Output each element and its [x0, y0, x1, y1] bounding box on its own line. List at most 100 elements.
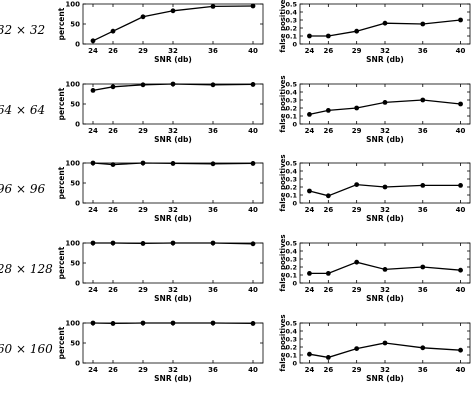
y-tick-label: 0.3 — [285, 256, 297, 264]
x-axis-label: SNR (db) — [154, 294, 192, 303]
data-point — [140, 241, 146, 246]
y-tick-label: 100 — [65, 81, 80, 89]
x-tick-label: 29 — [138, 366, 148, 374]
series-line — [309, 342, 461, 359]
x-tick-label: 26 — [108, 206, 118, 214]
x-tick-label: 40 — [248, 366, 258, 374]
plot-frame — [82, 242, 264, 284]
y-axis-label: percent — [57, 166, 66, 199]
y-tick-label: 100 — [65, 160, 80, 168]
data-point — [210, 82, 216, 88]
data-point — [420, 345, 426, 351]
y-tick-label: 100 — [65, 320, 80, 328]
data-point — [250, 321, 256, 326]
y-tick-label: 0.5 — [285, 1, 297, 9]
x-axis-label: SNR (db) — [366, 374, 404, 383]
x-tick-label: 32 — [380, 47, 390, 55]
x-tick-label: 32 — [380, 206, 390, 214]
y-tick-label: 0.3 — [285, 97, 297, 105]
data-point — [110, 162, 116, 168]
data-point — [110, 84, 116, 90]
series-line — [309, 19, 461, 37]
plot-frame — [299, 242, 471, 284]
y-axis-label: false positives — [279, 314, 287, 371]
data-point — [458, 267, 463, 273]
data-point — [458, 183, 463, 188]
x-axis-label: SNR (db) — [366, 135, 404, 144]
data-point — [140, 82, 146, 88]
y-tick-label: 0.4 — [285, 89, 297, 97]
x-tick-label: 36 — [418, 127, 428, 135]
data-point — [170, 240, 176, 246]
y-tick-label: 0 — [292, 121, 297, 129]
y-tick-label: 0.5 — [285, 240, 297, 248]
data-point — [354, 28, 360, 34]
x-tick-label: 40 — [456, 206, 466, 214]
x-tick-label: 26 — [108, 47, 118, 55]
y-tick-label: 0.2 — [285, 344, 297, 352]
data-point — [458, 347, 463, 353]
x-tick-label: 24 — [88, 206, 98, 214]
data-point — [382, 100, 388, 105]
y-tick-label: 0.4 — [285, 168, 297, 176]
data-point — [325, 271, 331, 276]
data-point — [420, 264, 426, 270]
data-point — [90, 240, 96, 246]
x-tick-label: 32 — [168, 127, 178, 135]
data-point — [110, 240, 116, 246]
row-label: 32 × 32 — [0, 23, 45, 37]
x-tick-label: 32 — [168, 206, 178, 214]
y-tick-label: 0 — [292, 41, 297, 49]
x-tick-label: 26 — [323, 47, 333, 55]
data-point — [325, 355, 331, 360]
data-point — [210, 240, 216, 246]
x-tick-label: 26 — [323, 127, 333, 135]
data-point — [140, 160, 146, 166]
x-tick-label: 32 — [168, 286, 178, 294]
x-tick-label: 36 — [418, 366, 428, 374]
x-tick-label: 29 — [352, 366, 362, 374]
y-tick-label: 0.3 — [285, 176, 297, 184]
data-point — [210, 320, 216, 326]
x-axis-label: SNR (db) — [154, 214, 192, 223]
y-tick-label: 50 — [70, 101, 80, 109]
data-point — [90, 38, 96, 44]
y-tick-label: 0.2 — [285, 25, 297, 33]
y-tick-label: 0.5 — [285, 160, 297, 168]
x-tick-label: 32 — [380, 286, 390, 294]
data-point — [382, 267, 388, 272]
data-point — [250, 82, 256, 87]
y-tick-label: 0.5 — [285, 81, 297, 89]
data-point — [90, 160, 96, 166]
data-point — [354, 259, 360, 265]
x-tick-label: 36 — [418, 206, 428, 214]
y-axis-label: false positives — [279, 234, 287, 291]
x-tick-label: 32 — [168, 366, 178, 374]
y-axis-label: false positives — [279, 0, 287, 53]
x-tick-label: 40 — [456, 286, 466, 294]
y-tick-label: 0 — [75, 121, 80, 129]
data-point — [382, 340, 388, 346]
x-axis-label: SNR (db) — [366, 55, 404, 64]
series-line — [309, 99, 461, 116]
data-point — [170, 320, 176, 326]
data-point — [140, 320, 146, 326]
x-axis-label: SNR (db) — [366, 294, 404, 303]
x-axis-label: SNR (db) — [154, 374, 192, 383]
data-point — [140, 14, 146, 20]
row-label: 160 × 160 — [0, 342, 53, 356]
data-point — [250, 241, 256, 247]
data-point — [354, 182, 360, 188]
y-tick-label: 0.1 — [285, 272, 297, 280]
data-point — [307, 112, 312, 117]
series-line — [92, 5, 254, 42]
row-label: 96 × 96 — [0, 182, 45, 196]
x-tick-label: 36 — [208, 47, 218, 55]
x-tick-label: 24 — [305, 286, 315, 294]
x-axis-label: SNR (db) — [154, 135, 192, 144]
x-tick-label: 29 — [138, 127, 148, 135]
y-axis-label: false positives — [279, 154, 287, 211]
data-point — [458, 101, 463, 107]
x-tick-label: 36 — [208, 366, 218, 374]
